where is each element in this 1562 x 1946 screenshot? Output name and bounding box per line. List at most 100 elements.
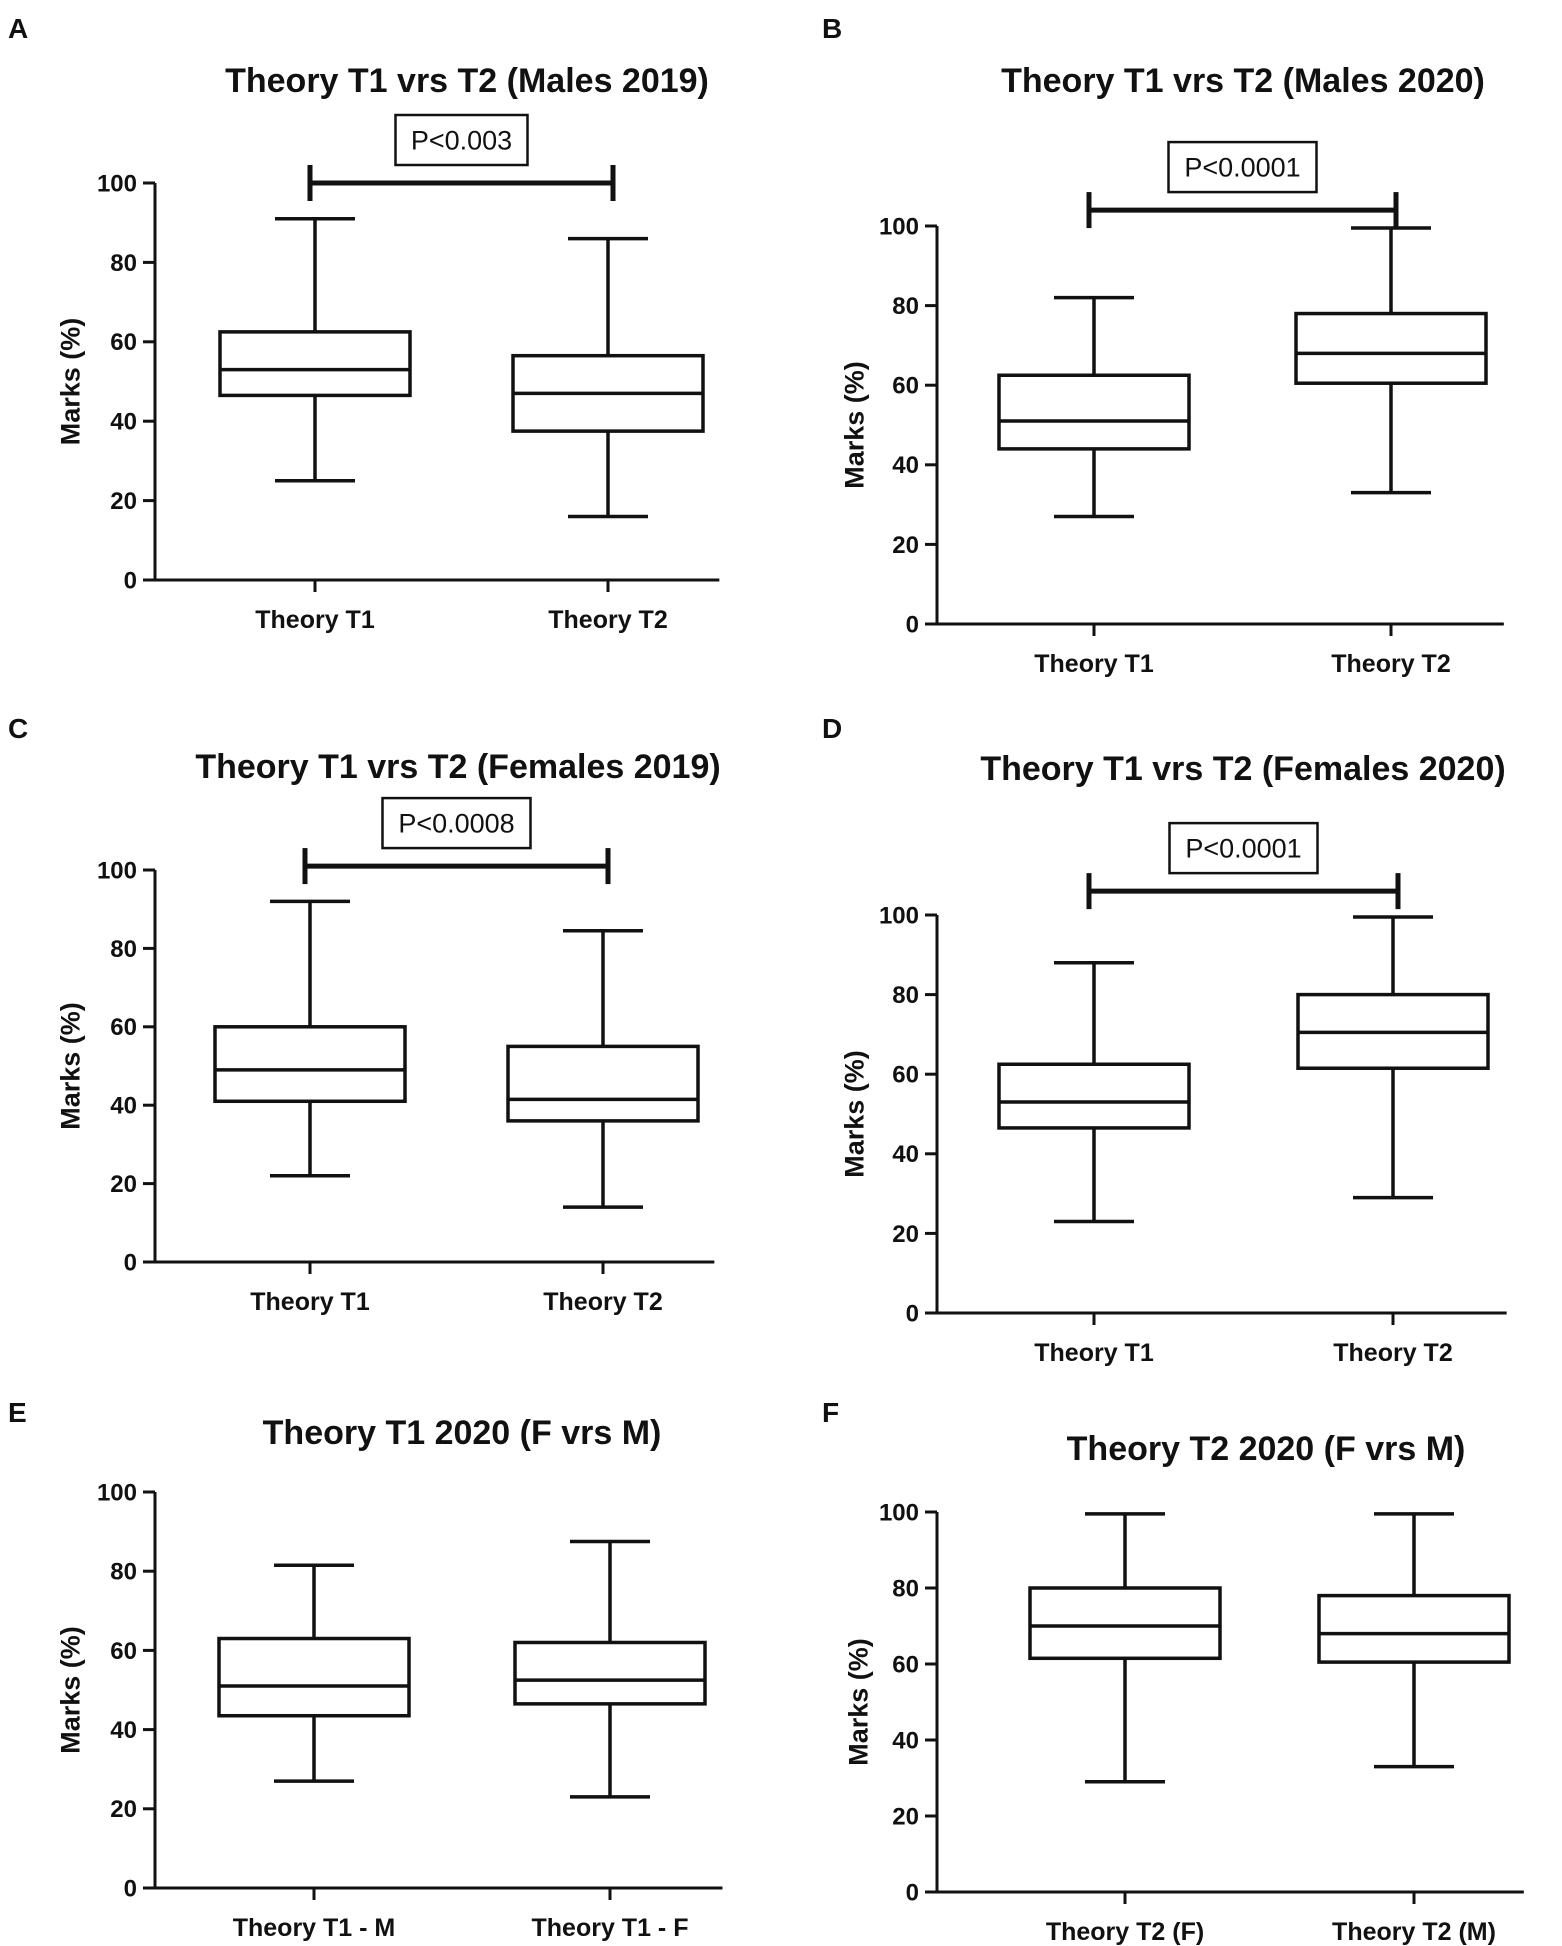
y-tick-label: 80: [892, 1575, 919, 1602]
x-category-label: Theory T1 - F: [532, 1914, 689, 1942]
iqr-box: [217, 1636, 411, 1718]
y-tick-label: 40: [892, 1727, 919, 1754]
significance-bracket: P<0.0001: [1086, 140, 1399, 229]
chart-title: Theory T1 vrs T2 (Males 2019): [225, 62, 709, 100]
p-value-box: [1168, 821, 1319, 875]
y-tick-label: 20: [892, 1221, 919, 1248]
box-1: [997, 295, 1191, 519]
y-tick-label: 100: [879, 213, 919, 240]
y-tick-label: 0: [906, 611, 919, 638]
y-tick-label: 0: [906, 1300, 919, 1327]
y-tick-label: 0: [124, 1875, 137, 1902]
y-tick-label: 80: [892, 982, 919, 1009]
x-category-label: Theory T1: [250, 1288, 370, 1316]
significance-bracket: P<0.0008: [302, 796, 611, 885]
y-tick-label: 100: [97, 170, 137, 197]
box-2: [1317, 1512, 1511, 1769]
x-category-label: Theory T2: [543, 1288, 662, 1316]
panel-d: D Theory T1 vrs T2 (Females 2020) Marks (%…: [822, 713, 1507, 1367]
p-value-label: P<0.0008: [398, 809, 514, 839]
significance-bracket: P<0.0001: [1086, 821, 1401, 910]
iqr-box: [1317, 1593, 1511, 1664]
y-axis-label: Marks (%): [55, 1626, 85, 1754]
box-2: [1296, 915, 1490, 1200]
x-category-label: Theory T2 (F): [1046, 1918, 1204, 1946]
x-category-label: Theory T2: [548, 606, 667, 634]
y-tick-label: 60: [892, 373, 919, 400]
x-category-label: Theory T2 (M): [1332, 1918, 1496, 1946]
y-tick-label: 0: [124, 567, 137, 594]
significance-bracket: P<0.003: [307, 113, 616, 201]
box-1: [213, 899, 407, 1178]
panel-letter: F: [822, 1397, 839, 1428]
y-tick-label: 100: [879, 902, 919, 929]
y-tick-label: 20: [110, 1796, 137, 1823]
panel-letter: E: [8, 1397, 27, 1428]
y-tick-label: 40: [892, 1141, 919, 1168]
y-tick-label: 0: [124, 1249, 137, 1276]
y-tick-label: 80: [110, 936, 137, 963]
panel-a: A Theory T1 vrs T2 (Males 2019) Marks (%) 0…: [8, 13, 720, 634]
x-category-label: Theory T2: [1331, 650, 1450, 678]
box-1: [1028, 1512, 1222, 1784]
x-category-label: Theory T1: [255, 606, 375, 634]
y-axis-label: Marks (%): [55, 1002, 85, 1130]
box-2: [1294, 226, 1488, 495]
y-axis-label: Marks (%): [839, 1050, 869, 1178]
p-value-box: [1167, 140, 1318, 194]
y-tick-label: 80: [110, 250, 137, 277]
iqr-box: [506, 1044, 700, 1123]
panel-b: B Theory T1 vrs T2 (Males 2020) Marks (%) 0…: [822, 13, 1504, 678]
x-category-label: Theory T1: [1034, 650, 1154, 678]
panel-letter: A: [8, 13, 28, 44]
y-tick-label: 60: [110, 1638, 137, 1665]
y-tick-label: 60: [110, 329, 137, 356]
box-1: [997, 961, 1191, 1224]
y-tick-label: 80: [892, 293, 919, 320]
iqr-box: [997, 1062, 1191, 1130]
chart-title: Theory T1 2020 (F vrs M): [263, 1414, 662, 1452]
box-2: [513, 1539, 707, 1799]
iqr-box: [218, 330, 412, 398]
chart-title: Theory T1 vrs T2 (Females 2020): [980, 750, 1505, 788]
y-tick-label: 40: [892, 452, 919, 479]
y-tick-label: 100: [879, 1499, 919, 1526]
y-tick-label: 20: [892, 1803, 919, 1830]
panel-e: E Theory T1 2020 (F vrs M) Marks (%) 0 20 40 6…: [8, 1397, 723, 1942]
chart-title: Theory T1 vrs T2 (Males 2020): [1001, 62, 1485, 100]
y-tick-label: 80: [110, 1559, 137, 1586]
y-axis-label: Marks (%): [843, 1638, 873, 1766]
box-2: [511, 236, 705, 519]
panel-letter: D: [822, 713, 842, 744]
y-tick-label: 40: [110, 1717, 137, 1744]
y-tick-label: 20: [110, 488, 137, 515]
iqr-box: [213, 1025, 407, 1104]
x-category-label: Theory T2: [1333, 1339, 1452, 1367]
x-category-label: Theory T1: [1034, 1339, 1154, 1367]
p-value-label: P<0.0001: [1184, 153, 1300, 183]
chart-title: Theory T1 vrs T2 (Females 2019): [195, 748, 720, 786]
panel-c: C Theory T1 vrs T2 (Females 2019) Marks (%…: [8, 713, 721, 1316]
y-tick-label: 100: [97, 857, 137, 884]
panel-letter: B: [822, 13, 842, 44]
panel-letter: C: [8, 713, 28, 744]
y-axis-label: Marks (%): [55, 318, 85, 446]
panel-f: F Theory T2 2020 (F vrs M) Marks (%) 0 20 40 6…: [822, 1397, 1524, 1946]
box-1: [217, 1563, 411, 1783]
iqr-box: [1028, 1586, 1222, 1661]
y-tick-label: 20: [110, 1171, 137, 1198]
y-tick-label: 60: [110, 1014, 137, 1041]
p-value-box: [381, 796, 532, 850]
x-category-label: Theory T1 - M: [233, 1914, 396, 1942]
box-2: [506, 929, 700, 1209]
y-tick-label: 20: [892, 532, 919, 559]
iqr-box: [997, 373, 1191, 451]
y-tick-label: 60: [892, 1651, 919, 1678]
iqr-box: [513, 1640, 707, 1706]
y-tick-label: 60: [892, 1062, 919, 1089]
y-tick-label: 0: [906, 1879, 919, 1906]
y-axis-label: Marks (%): [839, 361, 869, 489]
iqr-box: [1294, 311, 1488, 385]
y-tick-label: 100: [97, 1479, 137, 1506]
